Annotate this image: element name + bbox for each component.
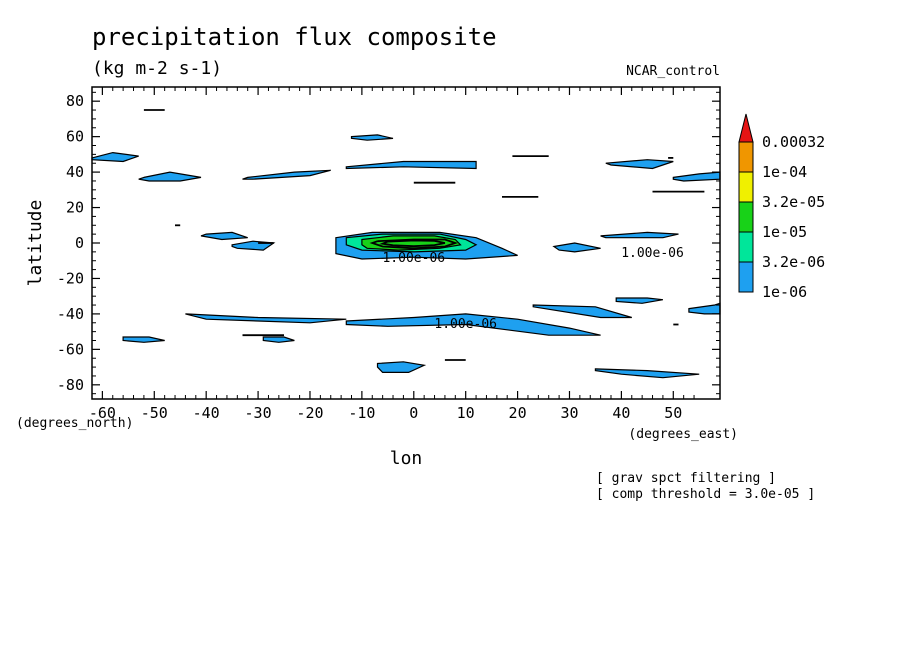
colorbar-swatch-1 <box>738 231 754 263</box>
contour-region-10 <box>552 242 601 253</box>
y-tick-label: -60 <box>57 340 84 358</box>
contour-region-20 <box>594 368 700 379</box>
colorbar-level-label: 1e-06 <box>762 283 807 301</box>
contour-region-13 <box>345 313 601 336</box>
contour-region-7 <box>200 231 248 241</box>
x-tick-label: -20 <box>296 404 323 422</box>
x-tick-label: 0 <box>409 404 418 422</box>
colorbar-level-label: 3.2e-05 <box>762 193 825 211</box>
x-tick-label: 50 <box>664 404 682 422</box>
x-tick-label: -50 <box>141 404 168 422</box>
colorbar-swatch-2 <box>738 201 754 233</box>
colorbar-swatch-3 <box>738 171 754 203</box>
colorbar-swatch-0 <box>738 261 754 293</box>
chart-units: (kg m-2 s-1) <box>92 58 222 79</box>
x-tick-label: 30 <box>560 404 578 422</box>
x-tick-label: 40 <box>612 404 630 422</box>
x-axis-label: lon <box>390 448 423 469</box>
x-tick-label: -30 <box>245 404 272 422</box>
y-axis-ticks: 80 60 40 20 0 -20 -40 -60 -80 <box>57 91 720 395</box>
contour-line-13 <box>379 239 446 248</box>
colorbar: 1e-06 3.2e-06 1e-05 3.2e-05 1e-04 0.00032 <box>738 113 825 301</box>
contour-region-19 <box>376 361 427 373</box>
model-label: NCAR_control <box>626 64 720 79</box>
contour-region-4 <box>350 134 394 141</box>
contour-label-0: 1.00e-06 <box>382 251 445 266</box>
filter-note: [ grav spct filtering ] <box>596 471 776 486</box>
contour-region-12 <box>185 313 347 324</box>
contour-region-14 <box>532 304 632 319</box>
threshold-note: [ comp threshold = 3.0e-05 ] <box>596 487 815 502</box>
y-tick-label: -80 <box>57 376 84 394</box>
colorbar-level-label: 0.00032 <box>762 133 825 151</box>
y-units-note: (degrees_north) <box>16 416 133 431</box>
y-tick-label: -40 <box>57 305 84 323</box>
contour-region-17 <box>122 336 165 343</box>
x-axis-ticks: -60 -50 -40 -30 -20 -10 0 10 20 30 40 50 <box>89 87 695 422</box>
contour-region-15 <box>615 297 664 304</box>
y-tick-label: 40 <box>66 163 84 181</box>
contour-lines <box>143 109 705 361</box>
contour-region-2 <box>242 169 331 180</box>
colorbar-level-label: 1e-05 <box>762 223 807 241</box>
y-tick-label: 60 <box>66 128 84 146</box>
x-tick-label: -60 <box>89 404 116 422</box>
contour-region-18 <box>262 336 295 343</box>
contour-region-1 <box>138 171 202 182</box>
y-tick-label: 0 <box>75 234 84 252</box>
chart-title: precipitation flux composite <box>92 23 497 51</box>
x-tick-label: -10 <box>348 404 375 422</box>
contour-label-2: 1.00e-06 <box>434 317 497 332</box>
y-tick-label: 20 <box>66 199 84 217</box>
y-axis-label: latitude <box>25 200 46 287</box>
x-units-note: (degrees_east) <box>628 427 738 442</box>
contour-region-5 <box>605 159 674 170</box>
colorbar-level-label: 3.2e-06 <box>762 253 825 271</box>
colorbar-level-label: 1e-04 <box>762 163 807 181</box>
contour-region-3 <box>345 160 477 170</box>
contour-labels: 1.00e-06 1.00e-06 1.00e-06 <box>382 246 683 332</box>
colorbar-overflow-triangle <box>738 113 754 143</box>
x-tick-label: -40 <box>193 404 220 422</box>
x-tick-label: 10 <box>457 404 475 422</box>
x-tick-label: 20 <box>509 404 527 422</box>
contour-line-12 <box>369 238 459 250</box>
colorbar-swatch-4 <box>738 141 754 173</box>
y-tick-label: 80 <box>66 92 84 110</box>
contour-region-11 <box>600 231 679 239</box>
y-tick-label: -20 <box>57 269 84 287</box>
contour-label-1: 1.00e-06 <box>621 246 684 261</box>
